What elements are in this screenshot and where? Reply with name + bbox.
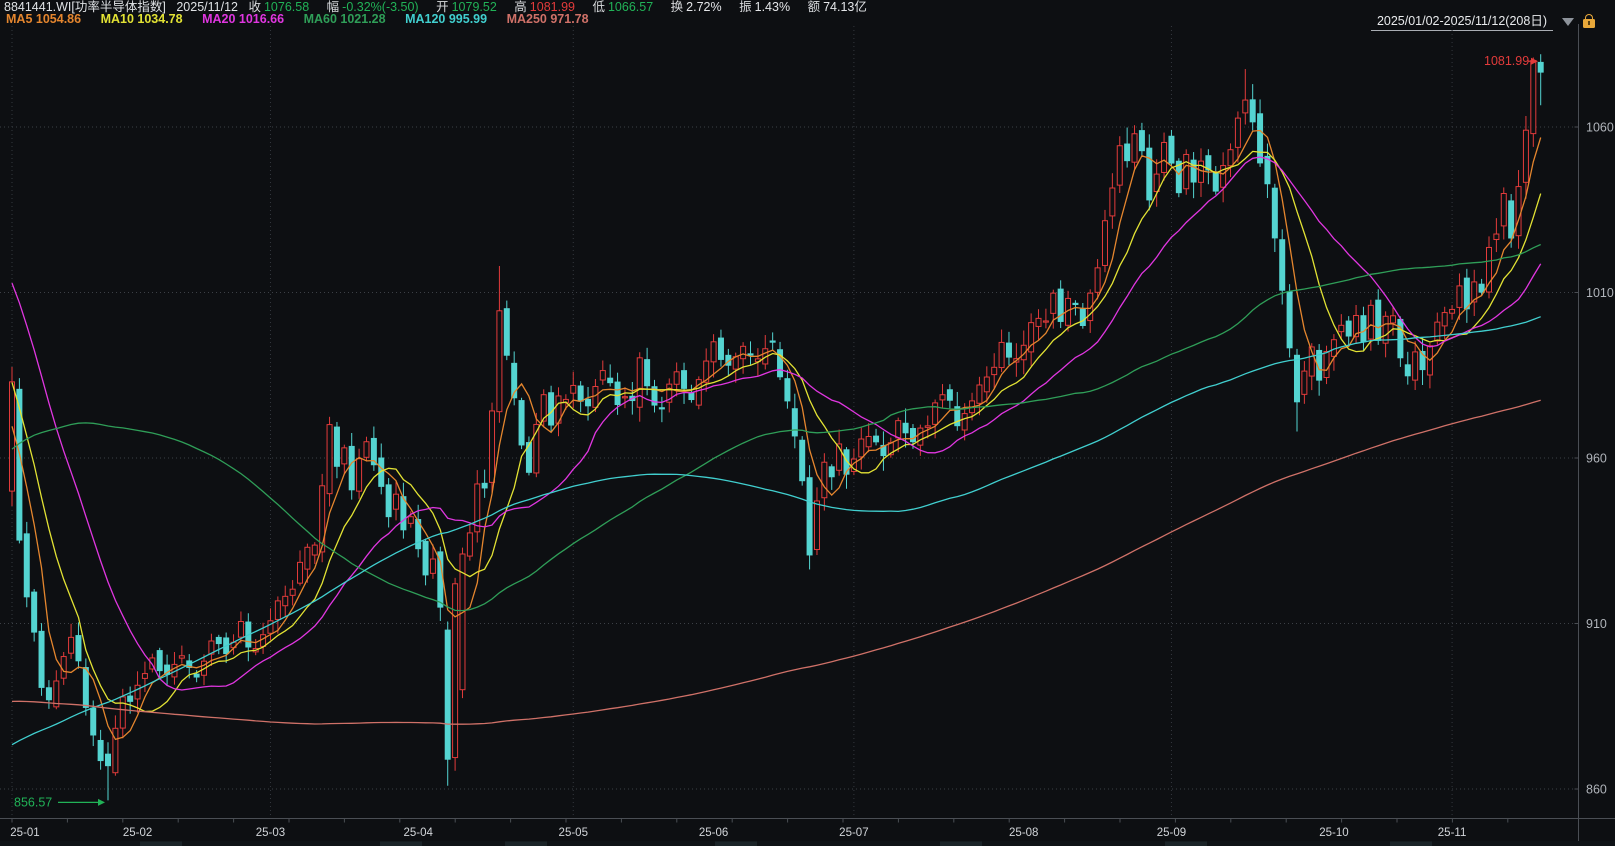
ma10-line [11, 150, 1542, 713]
ma20-line [11, 156, 1542, 691]
svg-text:25-04: 25-04 [403, 827, 433, 839]
ma-lines [11, 129, 1542, 746]
lock-icon[interactable] [1583, 13, 1595, 28]
quote-field-change: 幅 -0.32%(-3.50) [326, 0, 419, 14]
svg-text:856.57: 856.57 [14, 795, 52, 809]
y-axis-labels: 1060 1010 960 910 860 [1586, 121, 1614, 797]
ma250-legend: MA250 971.78 [506, 12, 589, 26]
svg-text:25-11: 25-11 [1438, 827, 1467, 839]
ma250-line [11, 399, 1541, 725]
lower-pane-edge [0, 841, 1615, 846]
quote-field-turnover: 换 2.72% [670, 0, 722, 14]
ma120-line [11, 316, 1541, 746]
ma120-legend: MA120 995.99 [405, 12, 488, 26]
chevron-down-icon[interactable] [1562, 17, 1574, 26]
svg-text:25-03: 25-03 [256, 827, 285, 839]
svg-text:910: 910 [1586, 617, 1607, 631]
quote-field-close: 收 1076.58 [248, 0, 310, 14]
date-range-label[interactable]: 2025/01/02-2025/11/12(208日) [1370, 10, 1553, 31]
x-axis-labels: 25-01 25-02 25-03 25-04 25-05 25-06 25-07 25-08… [10, 827, 1466, 839]
svg-text:1060: 1060 [1586, 121, 1614, 135]
quote-field-amount: 额 74.13亿 [807, 0, 867, 14]
svg-text:25-10: 25-10 [1319, 827, 1348, 839]
svg-text:25-08: 25-08 [1009, 827, 1038, 839]
svg-text:25-05: 25-05 [559, 827, 588, 839]
ma5-line [11, 129, 1542, 741]
quote-field-low: 低 1066.57 [592, 0, 654, 14]
instrument-code: 8841441.WI[功率半导体指数] [4, 0, 166, 14]
svg-text:1010: 1010 [1586, 286, 1614, 300]
quote-bar: 8841441.WI[功率半导体指数] 2025/11/12 收 1076.58 … [4, 0, 881, 15]
ma60-line [11, 243, 1541, 612]
grid-lines [0, 26, 1579, 819]
ma20-legend: MA20 1016.66 [202, 12, 285, 26]
candles-layer [9, 54, 1544, 801]
svg-text:25-02: 25-02 [123, 827, 152, 839]
svg-text:25-01: 25-01 [10, 827, 39, 839]
ma10-legend: MA10 1034.78 [100, 12, 183, 26]
quote-field-high: 高 1081.99 [514, 0, 575, 14]
ma60-legend: MA60 1021.28 [303, 12, 386, 26]
ma-legend: MA5 1054.86 MA10 1034.78 MA20 1016.66 MA… [6, 12, 605, 26]
quote-field-open: 开 1079.52 [436, 0, 497, 14]
date-range-selector[interactable]: 2025/01/02-2025/11/12(208日) [1370, 10, 1595, 31]
axes [0, 24, 1615, 846]
svg-text:25-09: 25-09 [1157, 827, 1186, 839]
svg-text:25-06: 25-06 [699, 827, 728, 839]
svg-text:860: 860 [1586, 783, 1607, 797]
quote-field-amplitude: 振 1.43% [739, 0, 791, 14]
annotations: 1081.99 856.57 [14, 54, 1538, 809]
svg-text:25-07: 25-07 [839, 827, 868, 839]
ma5-legend: MA5 1054.86 [6, 12, 82, 26]
svg-text:1081.99: 1081.99 [1484, 54, 1529, 68]
quote-date: 2025/11/12 [176, 0, 238, 14]
svg-text:960: 960 [1586, 452, 1607, 466]
